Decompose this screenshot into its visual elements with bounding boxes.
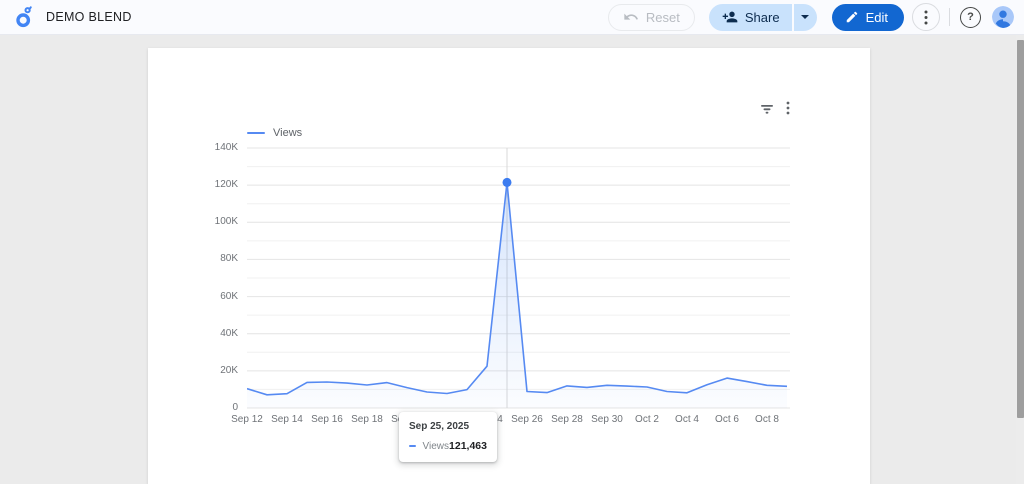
kebab-icon: [924, 10, 928, 25]
y-axis-label: 60K: [220, 290, 238, 302]
funnel-icon: [760, 102, 774, 116]
y-axis-label: 80K: [220, 253, 238, 265]
reset-label: Reset: [645, 9, 680, 25]
vertical-scrollbar-track[interactable]: [1016, 35, 1024, 484]
x-axis-label: Sep 30: [591, 414, 623, 425]
kebab-icon: [786, 101, 790, 115]
x-axis-label: Sep 16: [311, 414, 343, 425]
edit-button[interactable]: Edit: [831, 3, 904, 31]
header-divider: [949, 8, 950, 26]
undo-icon: [623, 9, 639, 25]
question-icon: ?: [967, 11, 974, 23]
reset-button[interactable]: Reset: [607, 3, 695, 31]
y-axis-label: 20K: [220, 364, 238, 376]
tooltip-series-name: Views: [422, 440, 450, 452]
tooltip-series-swatch: [409, 445, 416, 447]
y-axis-label: 0: [232, 402, 238, 413]
chart-more-button[interactable]: [778, 98, 798, 118]
chart-legend: Views: [247, 127, 302, 139]
account-avatar[interactable]: [992, 6, 1014, 28]
chart-tooltip: Sep 25, 2025 Views 121,463: [399, 412, 497, 462]
vertical-scrollbar-thumb[interactable]: [1016, 40, 1024, 418]
share-menu-button[interactable]: [793, 3, 817, 31]
tooltip-row: Views 121,463: [409, 440, 487, 452]
person-add-icon: [722, 9, 738, 25]
x-axis-label: Oct 6: [715, 414, 739, 425]
time-series-chart[interactable]: [247, 147, 793, 410]
series-line: [247, 181, 788, 396]
report-title: DEMO BLEND: [46, 10, 132, 24]
legend-series-label: Views: [273, 127, 303, 139]
tooltip-value: 121,463: [449, 440, 487, 452]
x-axis-label: Oct 2: [635, 414, 659, 425]
share-split-button: Share: [708, 3, 817, 31]
more-options-button[interactable]: [912, 3, 940, 31]
edit-label: Edit: [865, 9, 888, 25]
tooltip-date: Sep 25, 2025: [409, 421, 470, 432]
looker-studio-logo-icon[interactable]: [14, 5, 35, 29]
pencil-icon: [845, 10, 859, 24]
y-axis-label: 40K: [220, 327, 238, 339]
header-right: Reset Share Edit: [607, 3, 1014, 31]
x-axis-label: Sep 28: [551, 414, 583, 425]
caret-down-icon: [801, 15, 810, 19]
y-axis-label: 120K: [214, 179, 238, 191]
app-header: DEMO BLEND Reset Share: [0, 0, 1024, 35]
share-button[interactable]: Share: [708, 3, 792, 31]
chart-filter-button[interactable]: [757, 99, 777, 119]
x-axis-label: Sep 18: [351, 414, 383, 425]
legend-series-swatch: [247, 131, 265, 135]
help-button[interactable]: ?: [960, 6, 981, 28]
share-label: Share: [744, 9, 780, 25]
x-axis-label: Sep 12: [231, 414, 263, 425]
header-left: DEMO BLEND: [14, 5, 132, 29]
y-axis-label: 100K: [214, 216, 238, 228]
x-axis-label: Sep 26: [511, 414, 543, 425]
x-axis-label: Sep 14: [271, 414, 303, 425]
highlighted-data-point[interactable]: [502, 177, 512, 187]
y-axis-label: 140K: [214, 142, 238, 153]
x-axis-label: Oct 4: [675, 414, 699, 425]
x-axis-label: Oct 8: [755, 414, 779, 425]
